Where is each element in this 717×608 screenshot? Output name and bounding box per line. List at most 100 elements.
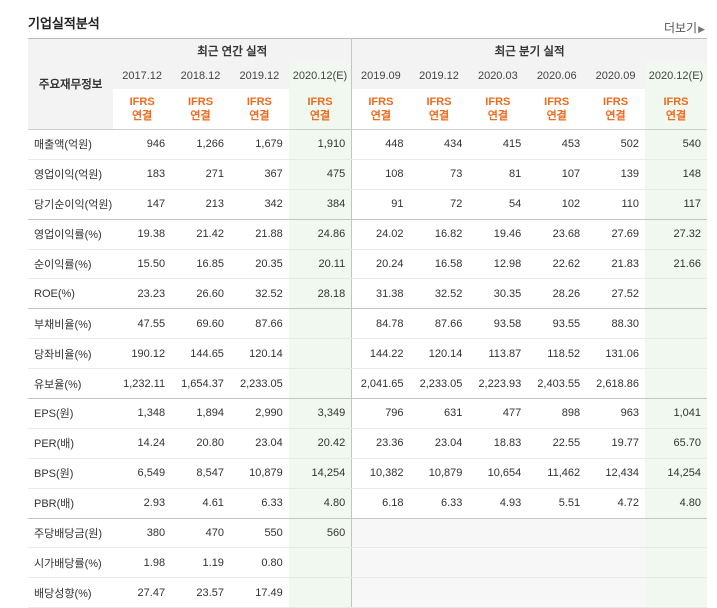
- table-cell: 12,434: [586, 458, 645, 489]
- table-cell: 16.58: [409, 249, 469, 280]
- table-cell: 131.06: [586, 338, 645, 370]
- table-row: 유보율(%) 1,232.11 1,654.37 2,233.05 2,041.65 2,…: [28, 368, 707, 400]
- standard-consolidated-text: 연결: [546, 110, 567, 122]
- standard-ifrs-text: IFRS: [544, 96, 570, 108]
- standard-ifrs-text: IFRS: [246, 96, 272, 108]
- table-cell: 23.04: [409, 428, 469, 459]
- table-row: BPS(원) 6,549 8,547 10,879 14,254 10,382 10,879…: [28, 458, 707, 489]
- table-row: 부채비율(%) 47.55 69.60 87.66 84.78 87.66 93.58 93.…: [28, 308, 707, 340]
- table-cell: 21.42: [171, 219, 230, 250]
- table-cell: [644, 368, 707, 400]
- table-cell: 27.32: [644, 219, 707, 250]
- table-cell: 190.12: [113, 338, 172, 370]
- table-cell: 31.38: [351, 278, 410, 310]
- table-cell: 93.55: [527, 308, 587, 340]
- table-cell: 1.19: [171, 547, 230, 579]
- table-cell: 4.72: [586, 488, 645, 519]
- table-cell: 20.35: [229, 249, 289, 280]
- table-cell: 24.86: [288, 219, 353, 250]
- row-label: 당좌비율(%): [28, 338, 114, 370]
- period-header: 2020.03: [468, 63, 528, 89]
- table-cell: 84.78: [351, 308, 410, 340]
- row-label: 당기순이익(억원): [28, 189, 114, 220]
- table-cell: 10,382: [351, 458, 410, 489]
- standard-consolidated-text: 연결: [190, 110, 211, 122]
- table-cell: 120.14: [409, 338, 469, 370]
- table-cell: [644, 338, 707, 370]
- table-cell: 1,041: [644, 398, 707, 429]
- table-cell: [644, 547, 707, 579]
- table-cell: 22.62: [527, 249, 587, 280]
- table-cell: [288, 368, 353, 400]
- table-cell: 72: [409, 189, 469, 220]
- more-link[interactable]: 더보기▶: [664, 19, 705, 36]
- table-cell: 6.33: [229, 488, 289, 519]
- table-cell: [644, 308, 707, 340]
- table-cell: [586, 577, 645, 608]
- table-cell: 540: [644, 129, 707, 160]
- table-cell: 27.47: [113, 577, 172, 608]
- standard-ifrs-text: IFRS: [129, 96, 155, 108]
- standard-consolidated-text: 연결: [249, 110, 270, 122]
- table-cell: [351, 547, 410, 579]
- table-cell: 32.52: [409, 278, 469, 310]
- table-row: 영업이익(억원) 183 271 367 475 108 73 81 107 139 148: [28, 159, 707, 190]
- table-cell: 16.82: [409, 219, 469, 250]
- table-cell: [644, 577, 707, 608]
- table-cell: 108: [351, 159, 410, 190]
- table-cell: 10,879: [409, 458, 469, 489]
- table-cell: 11,462: [527, 458, 587, 489]
- table-cell: 65.70: [644, 428, 707, 459]
- table-cell: [468, 577, 528, 608]
- table-cell: 502: [586, 129, 645, 160]
- period-header: 2019.09: [351, 63, 410, 89]
- table-cell: 81: [468, 159, 528, 190]
- row-label: 순이익률(%): [28, 249, 114, 280]
- table-cell: 2.93: [113, 488, 172, 519]
- row-label: PER(배): [28, 428, 114, 459]
- table-cell: 8,547: [171, 458, 230, 489]
- table-cell: 54: [468, 189, 528, 220]
- table-cell: 15.50: [113, 249, 172, 280]
- row-label: PBR(배): [28, 488, 114, 519]
- table-cell: 20.42: [288, 428, 353, 459]
- accounting-standard-label: IFRS 연결: [229, 89, 289, 130]
- table-cell: [409, 577, 469, 608]
- row-label: 영업이익률(%): [28, 219, 114, 250]
- period-header: 2020.12(E): [288, 63, 353, 89]
- table-cell: 367: [229, 159, 289, 190]
- table-cell: 453: [527, 129, 587, 160]
- accounting-standard-label: IFRS 연결: [113, 89, 172, 130]
- table-cell: 434: [409, 129, 469, 160]
- table-cell: 550: [229, 518, 289, 549]
- table-cell: 24.02: [351, 219, 410, 250]
- table-cell: 17.49: [229, 577, 289, 608]
- standard-ifrs-text: IFRS: [307, 96, 333, 108]
- row-label: BPS(원): [28, 458, 114, 489]
- table-row: 영업이익률(%) 19.38 21.42 21.88 24.86 24.02 16.82 19…: [28, 219, 707, 250]
- table-body: 매출액(억원) 946 1,266 1,679 1,910 448 434 415 453 502…: [28, 129, 707, 608]
- period-header-row: 2017.12 2018.12 2019.12 2020.12(E) 2019.09 20…: [28, 63, 707, 89]
- table-cell: 88.30: [586, 308, 645, 340]
- table-cell: 271: [171, 159, 230, 190]
- table-cell: 28.18: [288, 278, 353, 310]
- table-cell: 4.93: [468, 488, 528, 519]
- period-header: 2019.12: [229, 63, 289, 89]
- table-cell: 20.24: [351, 249, 410, 280]
- table-cell: 26.60: [171, 278, 230, 310]
- table-cell: 1,232.11: [113, 368, 172, 400]
- table-cell: 139: [586, 159, 645, 190]
- table-cell: 20.11: [288, 249, 353, 280]
- table-cell: 117: [644, 189, 707, 220]
- row-label: 시가배당률(%): [28, 547, 114, 579]
- quarterly-group-header: 최근 분기 실적: [351, 38, 707, 63]
- table-cell: 14,254: [644, 458, 707, 489]
- standard-consolidated-text: 연결: [132, 110, 153, 122]
- table-cell: 23.36: [351, 428, 410, 459]
- row-label: EPS(원): [28, 398, 114, 429]
- accounting-standard-label: IFRS 연결: [288, 89, 353, 130]
- table-cell: 87.66: [229, 308, 289, 340]
- table-cell: [527, 547, 587, 579]
- period-header: 2020.09: [586, 63, 645, 89]
- table-cell: 23.23: [113, 278, 172, 310]
